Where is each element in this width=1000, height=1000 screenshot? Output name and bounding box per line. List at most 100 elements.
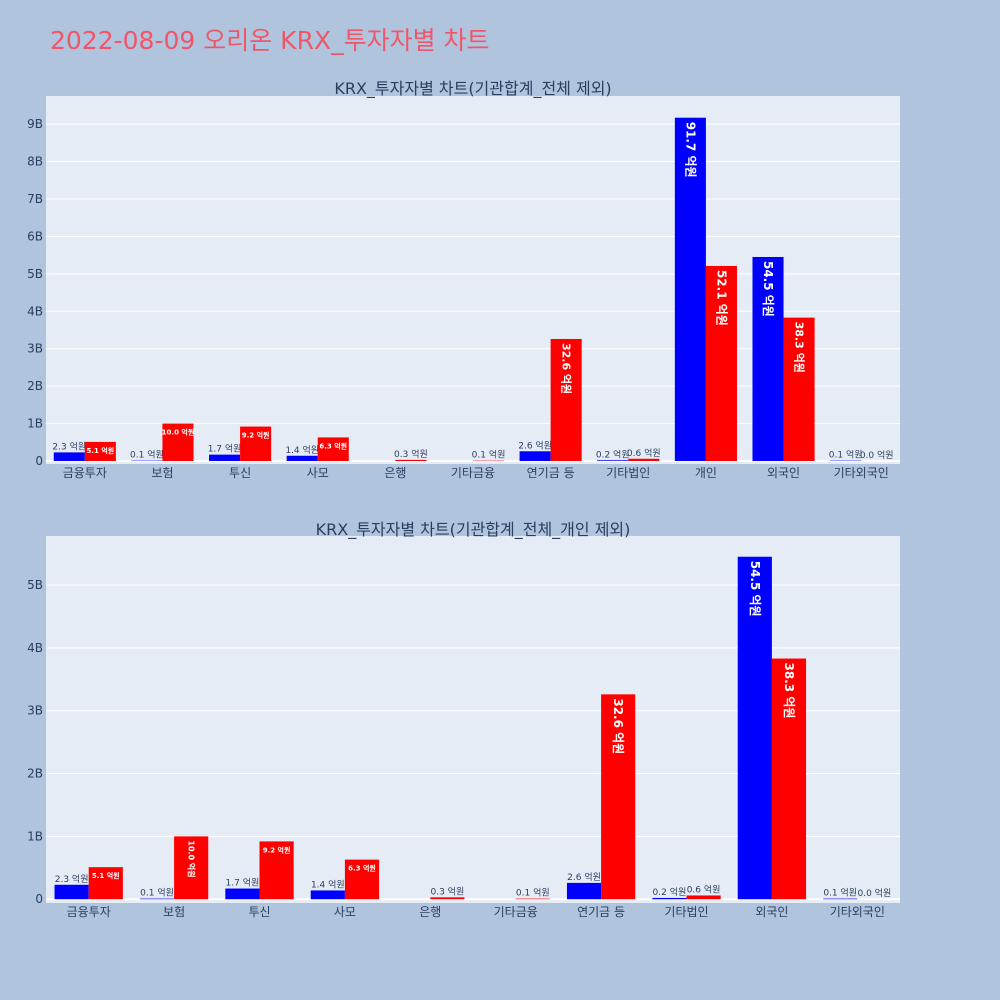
bar xyxy=(823,898,858,900)
x-tick-label: 은행 xyxy=(384,465,406,480)
x-tick-label: 개인 xyxy=(695,466,717,480)
bar xyxy=(430,897,465,900)
bar-data-label: 9.2 억원 xyxy=(242,431,270,440)
bar-data-label: 54.5 억원 xyxy=(748,561,762,617)
bar xyxy=(317,437,349,462)
x-tick-label: 은행 xyxy=(419,904,441,919)
y-tick-label: 9B xyxy=(27,117,43,131)
bar xyxy=(705,265,737,462)
y-tick-label: 8B xyxy=(27,155,43,169)
x-tick-label: 기타금융 xyxy=(494,905,538,919)
bar-data-label: 0.1 억원 xyxy=(516,887,550,899)
bar xyxy=(84,441,116,462)
x-tick-label: 외국인 xyxy=(755,905,788,919)
bar xyxy=(686,895,721,900)
bar xyxy=(783,317,815,462)
bar xyxy=(310,890,345,900)
bar-data-label: 6.3 억원 xyxy=(319,441,347,450)
bar-data-label: 0.6 억원 xyxy=(687,883,721,895)
bar-data-label: 5.1 억원 xyxy=(92,871,120,880)
bar xyxy=(519,451,551,462)
bar-data-label: 10.0 억원 xyxy=(162,428,195,437)
bar-data-label: 0.1 억원 xyxy=(472,449,506,461)
bar xyxy=(628,458,660,462)
bar xyxy=(209,454,241,462)
x-tick-label: 금융투자 xyxy=(67,905,111,919)
page-title: 2022-08-09 오리온 KRX_투자자별 차트 xyxy=(50,26,490,55)
bar xyxy=(597,460,629,462)
bar-data-label: 0.3 억원 xyxy=(394,448,428,460)
y-tick-label: 1B xyxy=(27,417,43,431)
bar-data-label: 52.1 억원 xyxy=(714,270,728,326)
x-tick-label: 보험 xyxy=(151,466,173,480)
bar-data-label: 6.3 억원 xyxy=(348,864,376,873)
bar-data-label: 9.2 억원 xyxy=(263,845,291,854)
x-tick-label: 기타금융 xyxy=(451,466,495,480)
bar xyxy=(395,459,427,462)
bar-data-label: 0.0 억원 xyxy=(858,887,892,899)
y-tick-label: 5B xyxy=(27,578,43,592)
y-tick-label: 0 xyxy=(35,892,43,906)
bar-data-label: 32.6 억원 xyxy=(611,698,625,754)
bar-data-label: 0.2 억원 xyxy=(653,886,687,898)
bar xyxy=(139,898,175,900)
bar-data-label: 0.1 억원 xyxy=(829,449,863,461)
bar xyxy=(550,338,582,462)
x-tick-label: 보험 xyxy=(163,905,185,919)
y-tick-label: 1B xyxy=(27,829,43,843)
bar-data-label: 0.6 억원 xyxy=(627,447,661,459)
bar-data-label: 38.3 억원 xyxy=(793,322,807,373)
x-tick-label: 기타외국인 xyxy=(830,905,885,919)
y-tick-label: 7B xyxy=(27,192,43,206)
bar xyxy=(752,256,784,462)
chart-title: KRX_투자자별 차트(기관합계_전체_개인 제외) xyxy=(316,520,631,540)
bar xyxy=(344,859,380,900)
bar-data-label: 1.7 억원 xyxy=(226,877,260,889)
x-tick-label: 투신 xyxy=(229,466,251,480)
bar xyxy=(674,117,706,462)
chart-title: KRX_투자자별 차트(기관합계_전체 제외) xyxy=(334,79,611,99)
bar xyxy=(53,452,85,462)
top-chart-panel: KRX_투자자별 차트(기관합계_전체 제외) 0 1B 2B 3B 4B 5B 6B 7B 8B… xyxy=(27,79,900,480)
bar-data-label: 2.6 억원 xyxy=(567,871,601,883)
bar-data-label: 38.3 억원 xyxy=(782,663,796,719)
bar-data-label: 10.0 억원 xyxy=(187,840,197,877)
y-tick-label: 3B xyxy=(27,342,43,356)
bar xyxy=(259,841,294,900)
x-tick-label: 기타외국인 xyxy=(834,466,889,480)
bar-data-label: 1.4 억원 xyxy=(285,444,319,456)
x-tick-label: 기타법인 xyxy=(664,905,708,919)
bar xyxy=(225,888,260,900)
bar-data-label: 0.0 억원 xyxy=(860,449,894,461)
bar-data-label: 5.1 억원 xyxy=(86,446,114,455)
x-tick-label: 외국인 xyxy=(767,466,800,480)
bar xyxy=(601,694,636,900)
x-tick-label: 사모 xyxy=(334,905,356,919)
y-tick-label: 2B xyxy=(27,379,43,393)
bar xyxy=(652,897,687,900)
y-tick-label: 0 xyxy=(35,454,43,468)
bar-data-label: 0.1 억원 xyxy=(823,887,857,899)
bar xyxy=(162,423,194,462)
x-tick-label: 연기금 등 xyxy=(527,466,575,480)
y-tick-label: 6B xyxy=(27,229,43,243)
bottom-chart-panel: KRX_투자자별 차트(기관합계_전체_개인 제외) 0 1B 2B 3B 4B 5B 금융투… xyxy=(27,520,900,919)
bar-data-label: 32.6 억원 xyxy=(560,343,574,394)
bar xyxy=(54,884,89,900)
y-tick-label: 5B xyxy=(27,267,43,281)
bar xyxy=(240,426,272,462)
bar xyxy=(174,836,209,900)
bar-data-label: 0.3 억원 xyxy=(431,885,465,897)
x-tick-label: 연기금 등 xyxy=(577,905,625,919)
bar xyxy=(566,882,602,900)
bar-data-label: 2.6 억원 xyxy=(518,439,552,451)
bar xyxy=(515,898,550,900)
bar-data-label: 0.1 억원 xyxy=(140,887,174,899)
y-tick-label: 3B xyxy=(27,704,43,718)
bar-data-label: 0.1 억원 xyxy=(130,449,164,461)
x-tick-label: 투신 xyxy=(248,905,270,919)
bar-data-label: 2.3 억원 xyxy=(52,440,86,452)
y-tick-label: 4B xyxy=(27,641,43,655)
x-tick-label: 금융투자 xyxy=(63,466,107,480)
bar-data-label: 91.7 억원 xyxy=(683,122,697,178)
